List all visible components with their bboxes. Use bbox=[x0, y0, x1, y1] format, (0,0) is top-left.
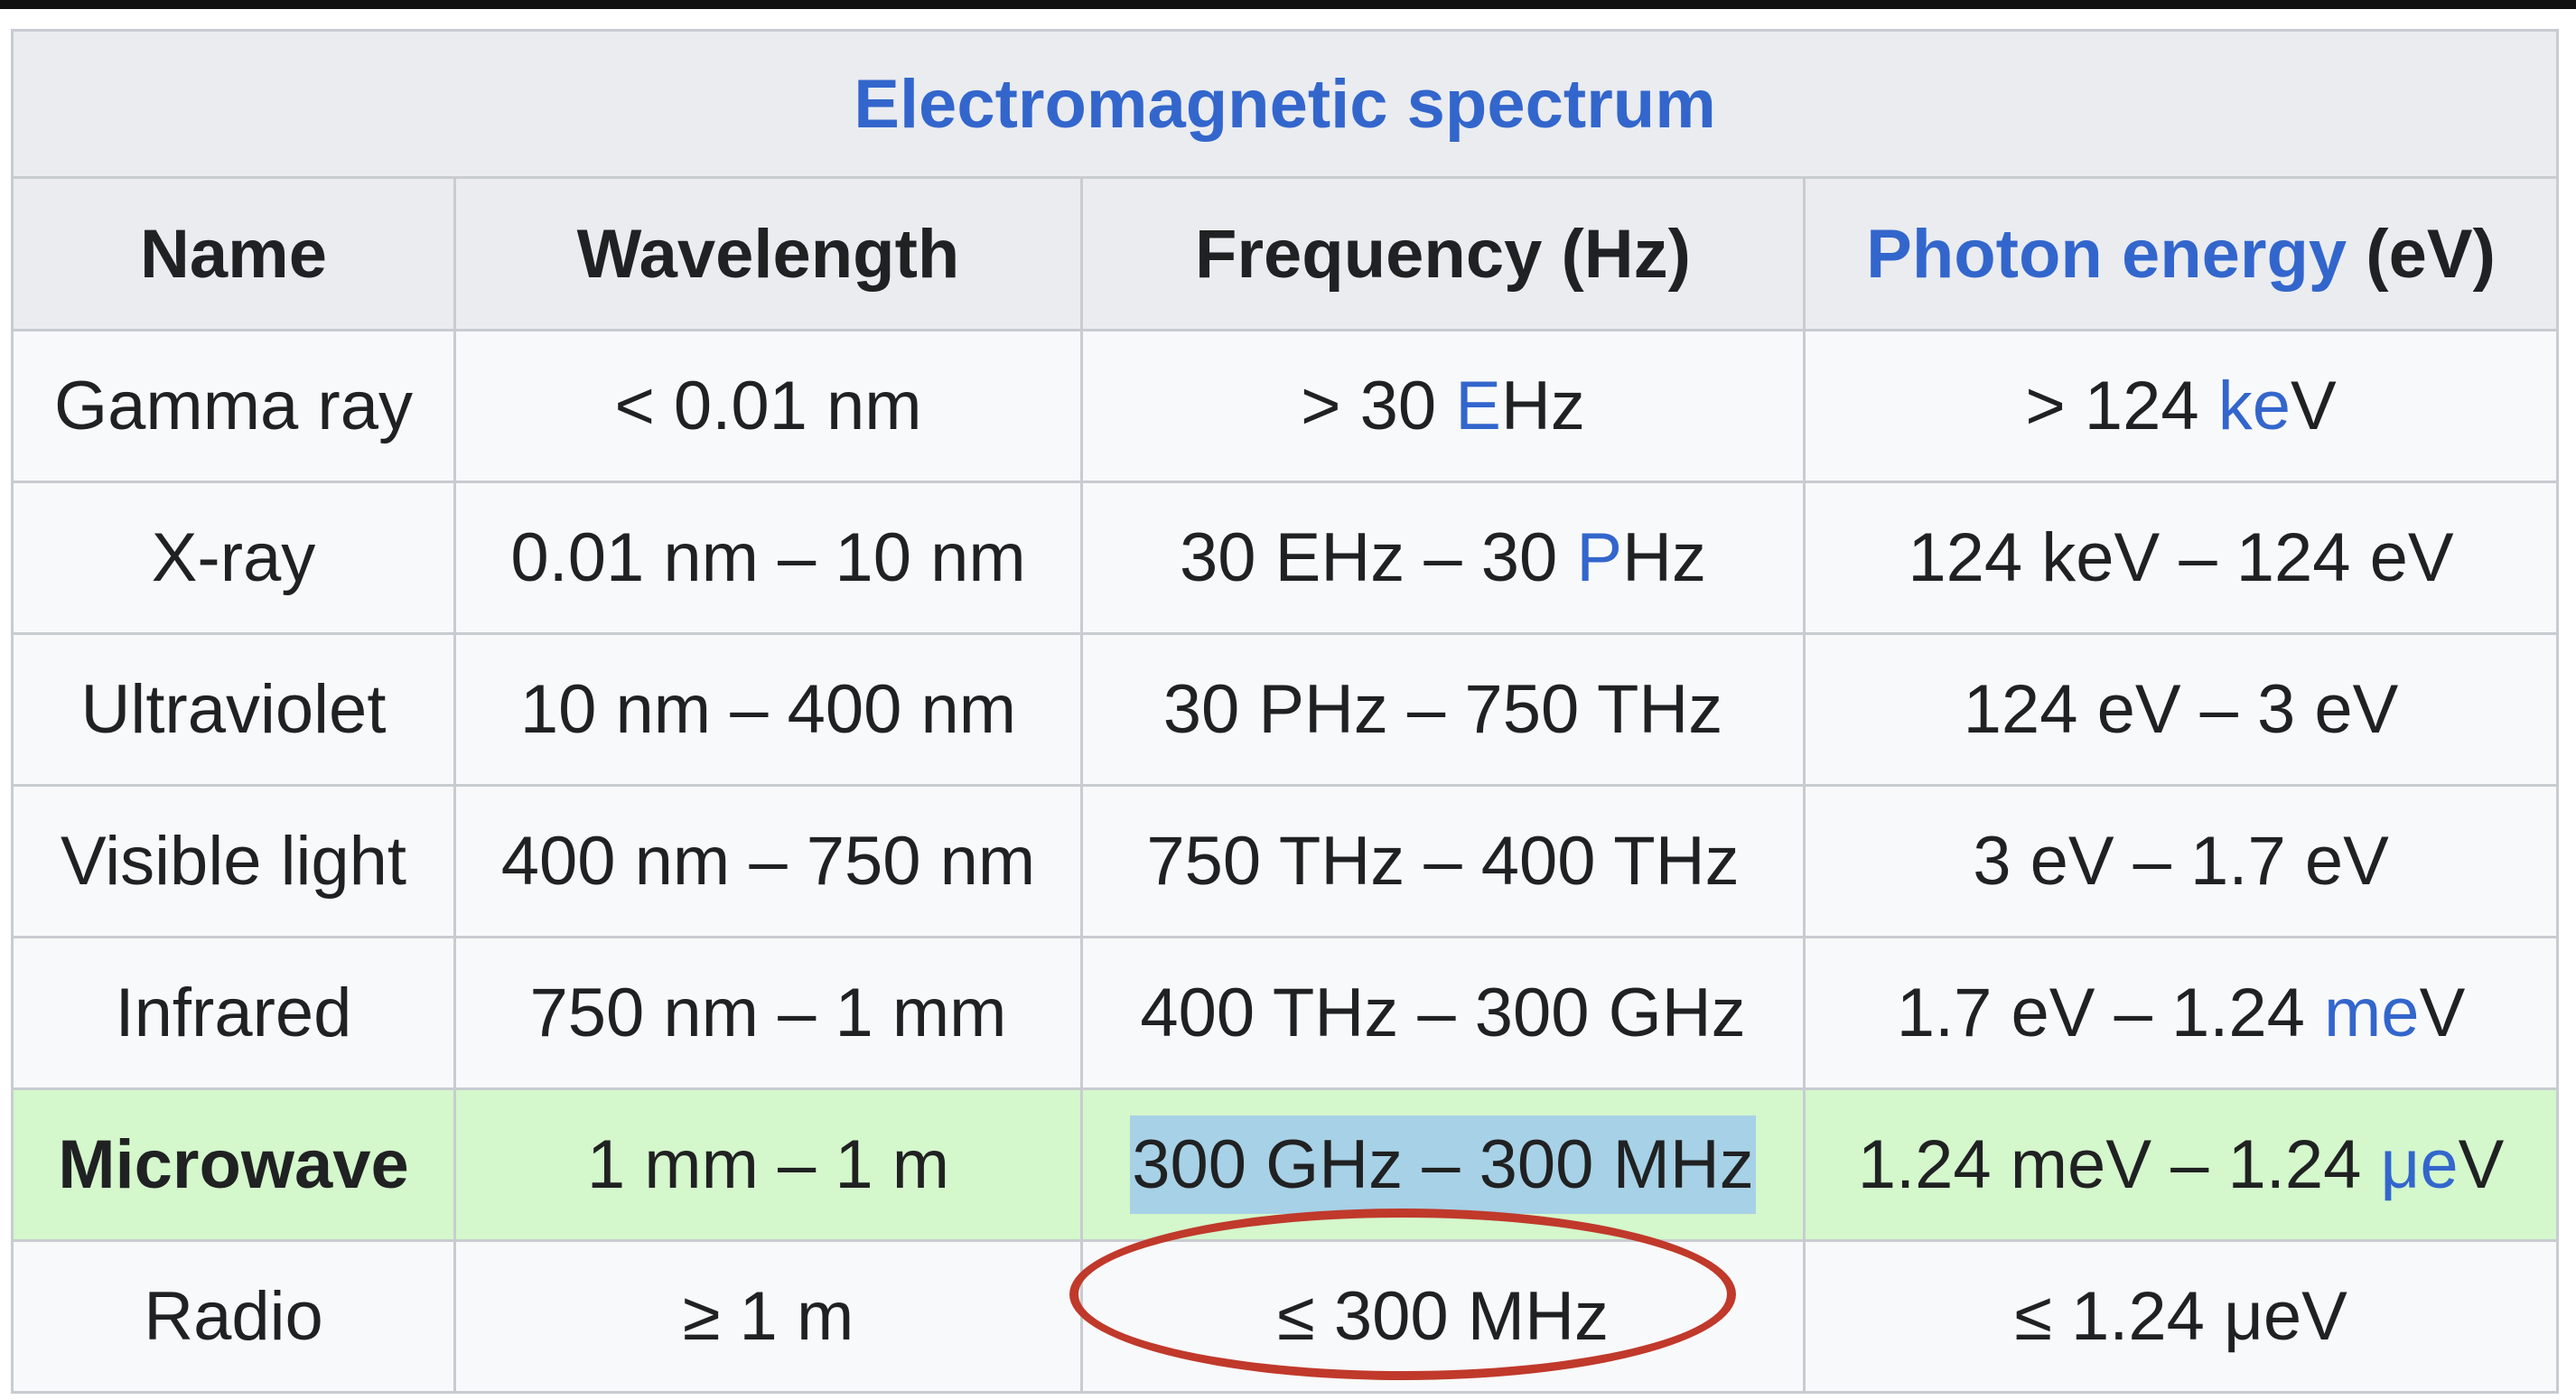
energy-cell: 3 eV – 1.7 eV bbox=[1802, 784, 2560, 938]
name-link-x-ray[interactable]: X-ray bbox=[11, 481, 456, 635]
caption-row: Electromagnetic spectrum bbox=[10, 29, 2560, 179]
energy-cell: 1.24 meV – 1.24 μeV bbox=[1802, 1087, 2560, 1242]
frequency-prefix: 30 EHz – 30 bbox=[1180, 519, 1577, 596]
micro-ev-link[interactable]: μe bbox=[2380, 1126, 2459, 1203]
table-row-x-ray: X-ray 0.01 nm – 10 nm 30 EHz – 30 PHz 12… bbox=[11, 481, 2560, 635]
energy-prefix: 1.7 eV – 1.24 bbox=[1896, 975, 2324, 1051]
table-row-gamma-ray: Gamma ray < 0.01 nm > 30 EHz > 124 keV bbox=[11, 329, 2560, 483]
frequency-cell: > 30 EHz bbox=[1080, 329, 1806, 483]
frequency-cell: 300 GHz – 300 MHz bbox=[1080, 1087, 1806, 1242]
exa-prefix-link[interactable]: E bbox=[1455, 368, 1501, 444]
energy-prefix: > 124 bbox=[2025, 368, 2218, 444]
frequency-cell: 750 THz – 400 THz bbox=[1080, 784, 1806, 938]
name-link-ultraviolet[interactable]: Ultraviolet bbox=[11, 632, 456, 787]
header-name: Name bbox=[11, 176, 456, 331]
name-microwave-current: Microwave bbox=[11, 1087, 456, 1242]
name-link-visible-light[interactable]: Visible light bbox=[11, 784, 456, 938]
energy-unit: V bbox=[2419, 975, 2466, 1051]
energy-cell: 124 eV – 3 eV bbox=[1802, 632, 2560, 787]
name-link-infrared[interactable]: Infrared bbox=[11, 936, 456, 1090]
energy-cell: 1.7 eV – 1.24 meV bbox=[1802, 936, 2560, 1090]
frequency-cell: ≤ 300 MHz bbox=[1080, 1239, 1806, 1394]
energy-cell: ≤ 1.24 μeV bbox=[1802, 1239, 2560, 1394]
header-photon-energy: Photon energy (eV) bbox=[1802, 176, 2560, 331]
name-link-radio[interactable]: Radio bbox=[11, 1239, 456, 1394]
name-link-gamma-ray[interactable]: Gamma ray bbox=[11, 329, 456, 483]
table-row-ultraviolet: Ultraviolet 10 nm – 400 nm 30 PHz – 750 … bbox=[11, 632, 2560, 787]
energy-unit: V bbox=[2458, 1126, 2505, 1203]
table-row-infrared: Infrared 750 nm – 1 mm 400 THz – 300 GHz… bbox=[11, 936, 2560, 1090]
wavelength-cell: 750 nm – 1 mm bbox=[453, 936, 1083, 1090]
header-row: Name Wavelength Frequency (Hz) Photon en… bbox=[11, 176, 2560, 331]
wavelength-cell: ≥ 1 m bbox=[453, 1239, 1083, 1394]
photon-energy-unit: (eV) bbox=[2347, 215, 2496, 293]
energy-prefix: 1.24 meV – 1.24 bbox=[1857, 1126, 2381, 1203]
em-spectrum-table: Electromagnetic spectrum Name Wavelength… bbox=[10, 29, 2560, 1394]
wavelength-cell: 400 nm – 750 nm bbox=[453, 784, 1083, 938]
energy-cell: > 124 keV bbox=[1802, 329, 2560, 483]
peta-prefix-link[interactable]: P bbox=[1576, 519, 1623, 596]
wavelength-cell: < 0.01 nm bbox=[453, 329, 1083, 483]
frequency-cell: 30 PHz – 750 THz bbox=[1080, 632, 1806, 787]
frequency-prefix: > 30 bbox=[1301, 368, 1456, 444]
em-spectrum-infobox: Electromagnetic spectrum Name Wavelength… bbox=[10, 29, 2560, 1394]
wavelength-cell: 1 mm – 1 m bbox=[453, 1087, 1083, 1242]
table-row-radio: Radio ≥ 1 m ≤ 300 MHz ≤ 1.24 μeV bbox=[11, 1239, 2560, 1394]
header-frequency-link[interactable]: Frequency (Hz) bbox=[1080, 176, 1806, 331]
milli-ev-link[interactable]: me bbox=[2324, 975, 2420, 1051]
energy-unit: V bbox=[2291, 368, 2337, 444]
table-row-microwave: Microwave 1 mm – 1 m 300 GHz – 300 MHz 1… bbox=[11, 1087, 2560, 1242]
wavelength-cell: 10 nm – 400 nm bbox=[453, 632, 1083, 787]
frequency-cell: 400 THz – 300 GHz bbox=[1080, 936, 1806, 1090]
kilo-ev-link[interactable]: ke bbox=[2217, 368, 2291, 444]
wavelength-cell: 0.01 nm – 10 nm bbox=[453, 481, 1083, 635]
energy-cell: 124 keV – 124 eV bbox=[1802, 481, 2560, 635]
photon-energy-link[interactable]: Photon energy bbox=[1866, 215, 2347, 293]
selected-frequency-text[interactable]: 300 GHz – 300 MHz bbox=[1130, 1115, 1756, 1214]
header-wavelength: Wavelength bbox=[453, 176, 1083, 331]
top-border bbox=[0, 0, 2576, 9]
table-caption-link[interactable]: Electromagnetic spectrum bbox=[10, 29, 2560, 179]
frequency-cell: 30 EHz – 30 PHz bbox=[1080, 481, 1806, 635]
table-row-visible-light: Visible light 400 nm – 750 nm 750 THz – … bbox=[11, 784, 2560, 938]
frequency-unit: Hz bbox=[1622, 519, 1706, 596]
frequency-unit: Hz bbox=[1500, 368, 1585, 444]
